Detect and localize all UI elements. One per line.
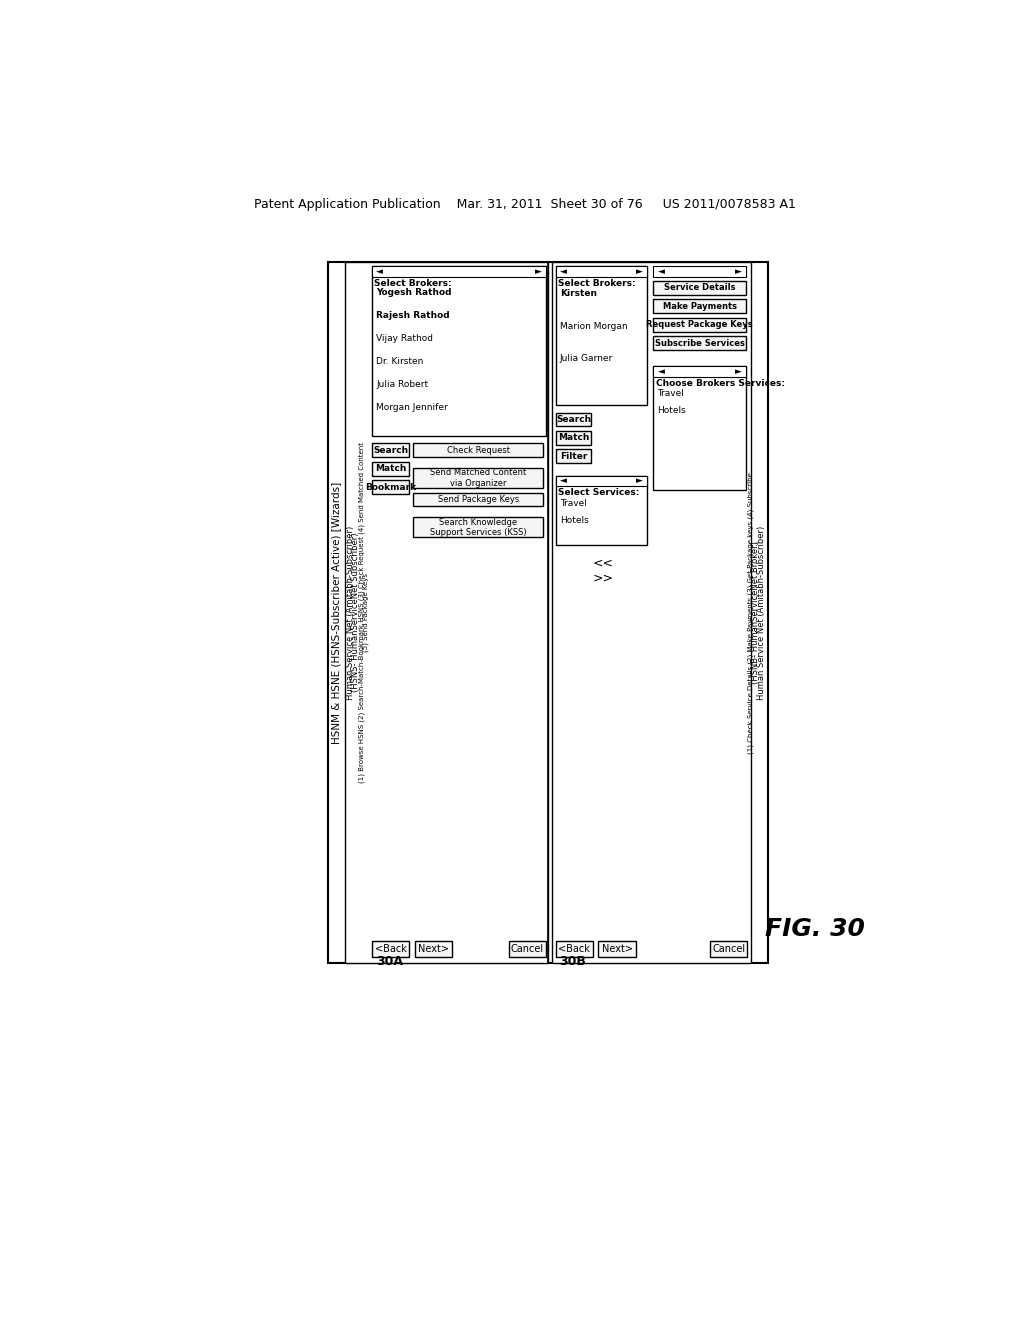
Bar (372, 480, 410, 494)
Text: Select Brokers:: Select Brokers: (375, 279, 452, 288)
Bar (710, 941, 748, 957)
Text: Send Package Keys: Send Package Keys (437, 495, 519, 504)
Text: Request Package Keys: Request Package Keys (646, 321, 753, 329)
Bar (653, 337, 745, 350)
Bar (552, 263, 751, 964)
Bar (415, 941, 452, 957)
Text: Human Service Net (Amitabh-Subscriber): Human Service Net (Amitabh-Subscriber) (346, 525, 355, 700)
Text: Yogesh Rathod: Yogesh Rathod (376, 288, 452, 297)
Text: Search: Search (556, 414, 591, 424)
Text: <Back: <Back (375, 944, 407, 954)
Text: Search: Search (373, 446, 409, 454)
Bar (328, 263, 768, 964)
Text: ◄: ◄ (377, 267, 383, 276)
Text: >>: >> (593, 572, 614, 585)
Bar (345, 263, 548, 964)
Text: Patent Application Publication    Mar. 31, 2011  Sheet 30 of 76     US 2011/0078: Patent Application Publication Mar. 31, … (254, 198, 796, 211)
Bar (556, 475, 647, 487)
Text: Hotels: Hotels (657, 407, 686, 416)
Text: Cancel: Cancel (511, 944, 544, 954)
Text: Next>: Next> (601, 944, 633, 954)
Bar (653, 367, 745, 378)
Text: 30B: 30B (560, 956, 587, 969)
Text: Check Request: Check Request (446, 446, 510, 454)
Bar (556, 450, 592, 463)
Bar (556, 432, 592, 445)
Bar (556, 413, 592, 426)
Text: Dr. Kirsten: Dr. Kirsten (376, 358, 423, 366)
Bar (653, 267, 745, 277)
Bar (414, 444, 544, 457)
Text: Search Knowledge
Support Services (KSS): Search Knowledge Support Services (KSS) (430, 517, 526, 537)
Text: Kirsten: Kirsten (560, 289, 597, 298)
Bar (556, 941, 593, 957)
Bar (372, 267, 546, 277)
Bar (653, 300, 745, 313)
Text: (1) Check Service Details (2) Make Payments (3) Get Package keys (4) Subscribe: (1) Check Service Details (2) Make Payme… (748, 471, 754, 754)
Text: Bookmark: Bookmark (366, 483, 417, 491)
Bar (414, 469, 544, 488)
Text: ◄: ◄ (657, 267, 665, 276)
Text: ►: ► (734, 267, 741, 276)
Text: ◄: ◄ (657, 367, 665, 376)
Bar (556, 267, 647, 405)
Text: (1) Browse HSNS (2) Search-Match-Bookmark HSNS (3) Check Request (4) Send Matche: (1) Browse HSNS (2) Search-Match-Bookmar… (358, 442, 365, 783)
Text: Morgan Jennifer: Morgan Jennifer (376, 404, 447, 412)
Text: ►: ► (636, 267, 643, 276)
Text: Julia Garner: Julia Garner (560, 354, 613, 363)
Text: Match: Match (558, 433, 590, 442)
Text: Service Details: Service Details (664, 284, 735, 292)
Text: <Back: <Back (558, 944, 591, 954)
Text: FIG. 30: FIG. 30 (765, 917, 864, 941)
Bar (509, 941, 546, 957)
Text: Julia Robert: Julia Robert (376, 380, 428, 389)
Text: 30A: 30A (376, 956, 403, 969)
Text: Select Brokers:: Select Brokers: (558, 279, 636, 288)
Bar (372, 444, 410, 457)
Text: Next>: Next> (418, 944, 449, 954)
Text: <<: << (593, 557, 614, 569)
Text: Filter: Filter (560, 451, 588, 461)
Text: Choose Brokers Services:: Choose Brokers Services: (655, 379, 784, 388)
Text: Make Payments: Make Payments (663, 302, 736, 310)
Text: ◄: ◄ (560, 477, 567, 486)
Text: (HSNS- HumanServiceNet Subscriber): (HSNS- HumanServiceNet Subscriber) (351, 533, 360, 693)
Bar (414, 492, 544, 507)
Text: ►: ► (636, 477, 643, 486)
Text: Human Service Net (Amitabh-Subscriber): Human Service Net (Amitabh-Subscriber) (757, 525, 766, 700)
Text: Select Services:: Select Services: (558, 488, 640, 496)
Text: Vijay Rathod: Vijay Rathod (376, 334, 433, 343)
Text: Rajesh Rathod: Rajesh Rathod (376, 312, 450, 319)
Bar (556, 267, 647, 277)
Text: Send Matched Content
via Organizer: Send Matched Content via Organizer (430, 469, 526, 487)
Text: Cancel: Cancel (712, 944, 745, 954)
Text: ◄: ◄ (560, 267, 567, 276)
Bar (653, 318, 745, 331)
Bar (556, 475, 647, 545)
Text: Travel: Travel (657, 389, 684, 399)
Text: (HSNB- HumanServiceNet Broker): (HSNB- HumanServiceNet Broker) (752, 541, 760, 684)
Bar (372, 462, 410, 475)
Text: Marion Morgan: Marion Morgan (560, 322, 628, 330)
Text: Subscribe Services: Subscribe Services (654, 339, 744, 347)
Bar (372, 941, 410, 957)
Text: Match: Match (375, 465, 407, 473)
Text: HSNM & HSNE (HSNS-Subscriber Active) [Wizards]: HSNM & HSNE (HSNS-Subscriber Active) [Wi… (332, 482, 341, 744)
Text: Hotels: Hotels (560, 516, 589, 524)
Bar (598, 941, 636, 957)
Text: ►: ► (535, 267, 542, 276)
Bar (372, 267, 546, 436)
Text: Travel: Travel (560, 499, 587, 508)
Text: ►: ► (734, 367, 741, 376)
Text: (5) Send Package Keys: (5) Send Package Keys (362, 573, 370, 652)
Bar (653, 366, 745, 490)
Bar (414, 517, 544, 537)
Bar (653, 281, 745, 294)
